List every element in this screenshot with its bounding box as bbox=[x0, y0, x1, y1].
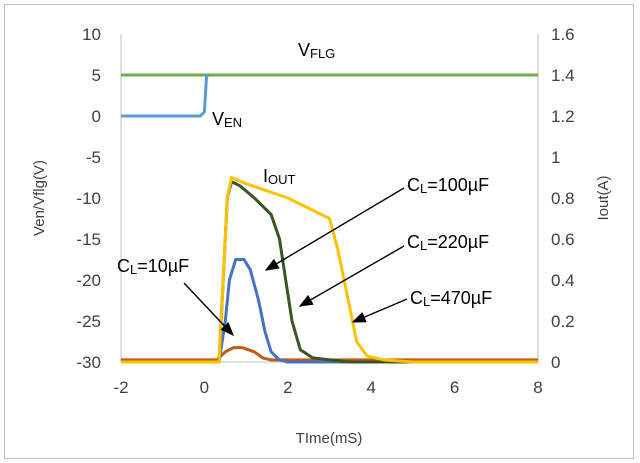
y-left-tick-label: -30 bbox=[76, 353, 101, 372]
x-tick-label: 0 bbox=[200, 378, 209, 397]
arrow-cl100 bbox=[264, 187, 405, 271]
y-right-tick-label: 0.2 bbox=[551, 312, 575, 331]
y-right-tick-label: 1 bbox=[551, 148, 560, 167]
arrow-cl220 bbox=[298, 245, 405, 307]
chart-frame bbox=[4, 4, 634, 459]
y-right-tick-label: 0.6 bbox=[551, 230, 575, 249]
x-tick-label: 8 bbox=[533, 378, 542, 397]
y-axis-left-title: Ven/Vflg(V) bbox=[31, 160, 48, 236]
series-line bbox=[121, 73, 210, 118]
annotation-cl100: CL=100µF bbox=[407, 175, 489, 196]
y-right-tick-label: 1.2 bbox=[551, 107, 575, 126]
annotation-cl470: CL=470µF bbox=[410, 288, 492, 309]
y-right-tick-label: 0 bbox=[551, 353, 560, 372]
y-left-tick-label: -15 bbox=[76, 230, 101, 249]
annotation-vflg: VFLG bbox=[298, 40, 335, 61]
arrow-cl10 bbox=[183, 282, 234, 337]
series-line bbox=[121, 258, 538, 364]
x-tick-label: 4 bbox=[366, 378, 375, 397]
x-tick-label: 2 bbox=[283, 378, 292, 397]
y-right-tick-label: 0.8 bbox=[551, 189, 575, 208]
tick-labels: -2 0 2 4 6 81050-5-10-15-20-25-301.61.41.210.… bbox=[76, 25, 574, 397]
annotation-iout: IOUT bbox=[263, 166, 296, 187]
y-right-tick-label: 1.6 bbox=[551, 25, 575, 44]
y-right-tick-label: 0.4 bbox=[551, 271, 575, 290]
axes bbox=[120, 34, 539, 363]
annotation-cl10: CL=10µF bbox=[117, 256, 189, 277]
y-axis-right-title: Iout(A) bbox=[595, 175, 612, 220]
x-tick-label: 6 bbox=[450, 378, 459, 397]
y-left-tick-label: -10 bbox=[76, 189, 101, 208]
series-line bbox=[121, 176, 538, 364]
y-right-tick-label: 1.4 bbox=[551, 66, 575, 85]
y-left-tick-label: -25 bbox=[76, 312, 101, 331]
y-left-tick-label: 0 bbox=[92, 107, 101, 126]
x-axis-title: TIme(mS) bbox=[296, 430, 363, 447]
y-left-tick-label: 10 bbox=[82, 25, 101, 44]
series-line bbox=[121, 346, 538, 362]
annotation-ven: VEN bbox=[212, 109, 242, 130]
x-tick-label: -2 bbox=[113, 378, 128, 397]
y-left-tick-label: -5 bbox=[86, 148, 101, 167]
annotation-cl220: CL=220µF bbox=[407, 232, 489, 253]
y-left-tick-label: -20 bbox=[76, 271, 101, 290]
series-group bbox=[121, 73, 538, 364]
y-left-tick-label: 5 bbox=[92, 66, 101, 85]
arrow-cl470 bbox=[351, 298, 408, 323]
